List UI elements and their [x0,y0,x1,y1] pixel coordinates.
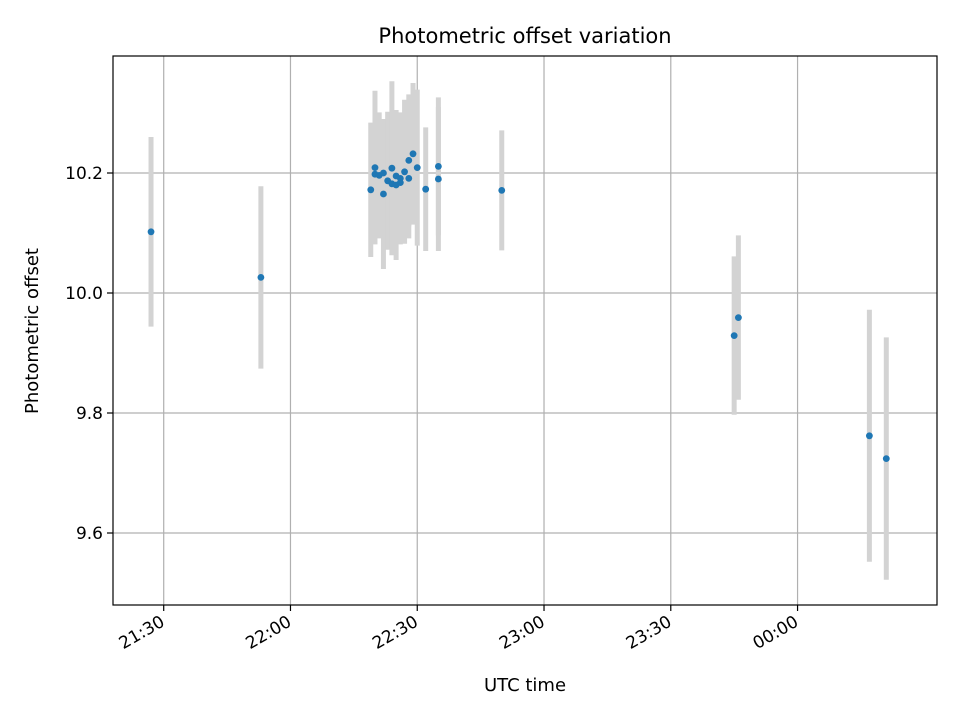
x-tick-label: 00:00 [750,612,802,654]
data-point [865,432,873,440]
data-point [405,175,413,182]
y-tick-label: 9.6 [76,524,103,544]
chart-title: Photometric offset variation [378,24,671,48]
data-point [380,169,387,177]
y-axis-ticks: 9.6 9.8 10.0 10.2 [65,164,113,544]
x-tick-label: 22:30 [369,612,421,654]
data-point [413,164,421,172]
data-point [434,163,442,170]
data-point [396,179,404,187]
data-point [734,314,742,321]
x-tick-label: 23:00 [496,612,548,654]
plot-frame [112,55,938,606]
x-axis-title: UTC time [484,675,566,696]
data-point [882,455,890,462]
x-tick-label: 23:30 [623,612,675,654]
data-point [401,168,408,176]
data-point [380,190,387,198]
data-point [422,185,430,193]
x-axis-ticks: 21:30 22:00 22:30 23:00 23:30 00:00 [116,605,802,654]
x-tick-label: 21:30 [116,612,168,654]
data-point [147,228,155,236]
data-point [409,150,417,158]
data-points [147,150,890,462]
y-tick-label: 9.8 [76,404,103,424]
data-point [405,157,413,164]
data-point [257,274,265,281]
grid-lines [113,56,937,605]
y-axis-title: Photometric offset [22,248,43,414]
y-tick-label: 10.0 [65,284,103,304]
error-bars [148,81,889,580]
data-point [371,164,379,172]
x-tick-label: 22:00 [243,612,295,654]
data-point [730,332,738,339]
data-point [434,175,442,183]
data-point [498,187,506,194]
data-point [367,186,375,194]
y-tick-label: 10.2 [65,164,103,184]
data-point [388,164,396,172]
